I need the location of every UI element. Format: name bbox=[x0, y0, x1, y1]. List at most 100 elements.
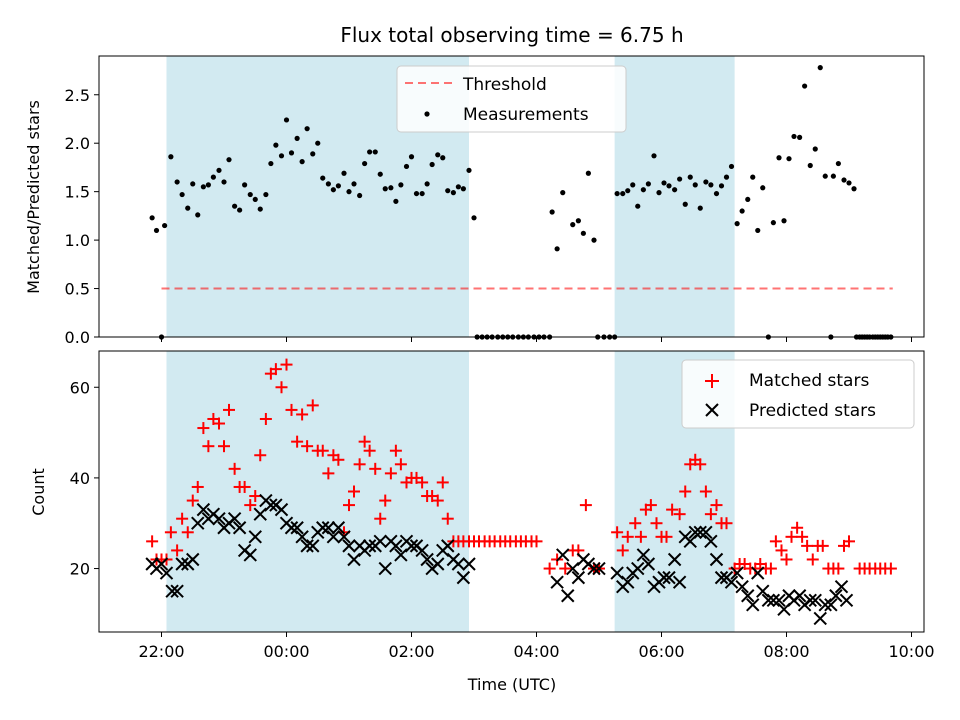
matched-point bbox=[621, 530, 634, 543]
measurement-point bbox=[703, 179, 709, 185]
predicted-point bbox=[829, 589, 843, 603]
measurement-point bbox=[252, 196, 258, 203]
y-tick-label: 2.0 bbox=[65, 134, 90, 153]
matched-point bbox=[769, 535, 782, 548]
matched-point bbox=[249, 490, 262, 503]
matched-point bbox=[543, 562, 556, 575]
measurement-point bbox=[237, 207, 243, 213]
matched-point bbox=[634, 530, 647, 543]
matched-point bbox=[832, 562, 845, 575]
measurement-point bbox=[435, 152, 441, 158]
predicted-point bbox=[295, 530, 309, 544]
predicted-point bbox=[688, 525, 702, 539]
measurement-point bbox=[200, 184, 206, 190]
predicted-point bbox=[834, 579, 849, 594]
matched-point bbox=[801, 539, 814, 552]
matched-point bbox=[785, 530, 798, 543]
y-tick-label: 0.0 bbox=[65, 328, 90, 347]
top-legend-box bbox=[396, 65, 627, 133]
measurement-point bbox=[388, 185, 394, 191]
predicted-point bbox=[441, 539, 455, 553]
measurement-point bbox=[320, 175, 326, 181]
predicted-point bbox=[196, 502, 211, 517]
measurement-point bbox=[846, 180, 852, 186]
predicted-point bbox=[165, 584, 179, 598]
measurement-point bbox=[786, 156, 792, 162]
x-tick-label: 08:00 bbox=[763, 642, 809, 661]
predicted-point bbox=[462, 557, 476, 571]
matched-point bbox=[780, 553, 793, 566]
matched-point bbox=[301, 440, 314, 453]
measurement-point bbox=[424, 181, 430, 187]
measurement-point bbox=[625, 188, 631, 194]
measurement-point bbox=[413, 190, 420, 197]
matched-point bbox=[673, 508, 686, 521]
matched-point bbox=[704, 508, 717, 521]
measurement-point bbox=[575, 218, 581, 224]
predicted-point bbox=[389, 539, 403, 553]
shaded-interval-1 bbox=[166, 351, 469, 632]
measurement-point bbox=[330, 187, 336, 193]
matched-point bbox=[244, 499, 257, 512]
predicted-point bbox=[290, 521, 304, 535]
matched-point bbox=[343, 499, 355, 512]
measurement-point bbox=[263, 191, 269, 198]
measurement-point bbox=[466, 167, 472, 173]
predicted-point bbox=[154, 557, 169, 571]
matched-point bbox=[806, 553, 819, 566]
measurement-point bbox=[162, 222, 168, 229]
matched-point bbox=[291, 435, 304, 448]
measurement-point bbox=[325, 181, 331, 187]
matched-point bbox=[559, 562, 572, 575]
predicted-legend-icon bbox=[705, 403, 719, 417]
predicted-point bbox=[839, 593, 854, 607]
measurement-point bbox=[687, 174, 693, 180]
measurement-point bbox=[651, 153, 657, 159]
measurement-point bbox=[697, 205, 703, 211]
matched-point bbox=[238, 480, 251, 493]
matched-point bbox=[218, 440, 230, 453]
predicted-point bbox=[186, 552, 200, 567]
measurement-point bbox=[393, 198, 399, 204]
x-tick-label: 06:00 bbox=[638, 642, 684, 661]
measurement-point bbox=[812, 146, 818, 152]
measurement-point bbox=[841, 177, 847, 183]
measurement-point bbox=[346, 189, 352, 195]
matched-point bbox=[666, 503, 679, 516]
predicted-point bbox=[571, 570, 586, 585]
matched-point bbox=[884, 562, 897, 575]
matched-point bbox=[843, 535, 855, 548]
predicted-point bbox=[284, 521, 299, 535]
predicted-point bbox=[672, 575, 687, 589]
predicted-point bbox=[321, 521, 336, 535]
matched-point bbox=[436, 476, 449, 489]
y-tick-label: 0.5 bbox=[65, 280, 90, 299]
matched-point bbox=[254, 449, 267, 462]
measurement-point bbox=[149, 215, 155, 221]
predicted-point bbox=[818, 598, 832, 612]
predicted-point bbox=[373, 534, 387, 549]
predicted-point bbox=[326, 530, 341, 544]
predicted-point bbox=[761, 593, 776, 607]
x-tick-label: 04:00 bbox=[513, 642, 559, 661]
predicted-point bbox=[431, 557, 445, 571]
predicted-point bbox=[550, 575, 564, 589]
measurement-point bbox=[822, 173, 828, 179]
measurement-point bbox=[734, 221, 740, 227]
x-axis-label: Time (UTC) bbox=[467, 675, 556, 694]
measurement-point bbox=[398, 182, 404, 188]
predicted-point bbox=[306, 539, 320, 553]
shaded-interval-2 bbox=[614, 56, 735, 337]
matched-point bbox=[358, 435, 371, 448]
bottom-x-ticks: 22:00 00:00 02:00 04:00 06:00 08:00 10:00 bbox=[138, 632, 935, 661]
predicted-point bbox=[337, 530, 351, 544]
matched-point bbox=[363, 444, 376, 457]
matched-point bbox=[322, 467, 335, 480]
measurement-point bbox=[630, 182, 636, 188]
predicted-point bbox=[331, 521, 346, 535]
measurement-point bbox=[232, 203, 238, 209]
predicted-point bbox=[714, 570, 729, 585]
bottom-panel: 20 40 60 22:00 00:00 02:00 04:00 06:00 08:00 10:… bbox=[29, 350, 935, 694]
legend-measurements-label: Measurements bbox=[463, 105, 589, 125]
